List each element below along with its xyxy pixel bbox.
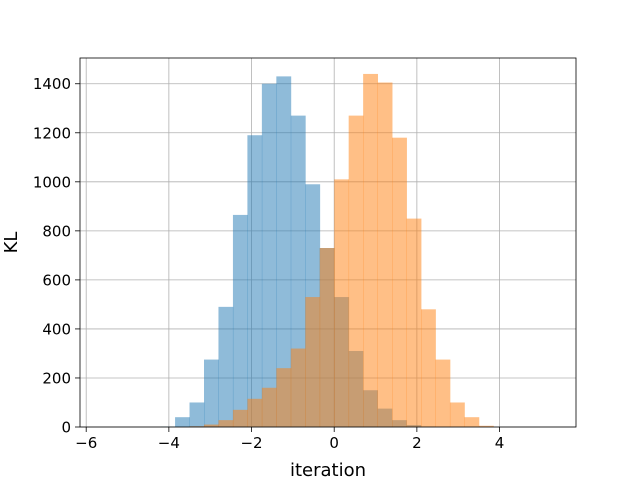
y-tick-label: 1200	[33, 124, 71, 142]
y-tick-label: 800	[42, 222, 71, 240]
y-axis-label: KL	[1, 232, 22, 254]
histogram-bar-series-2	[232, 409, 248, 427]
x-tick-label: 2	[412, 434, 422, 452]
plot-frame	[79, 57, 577, 428]
y-tick-label: 400	[42, 320, 71, 338]
histogram-bar-series-1	[204, 359, 219, 427]
histogram-bar-series-1	[218, 306, 234, 427]
x-tick-label: 4	[495, 434, 505, 452]
histogram-bar-series-2	[218, 420, 234, 427]
histogram-bar-series-2	[406, 218, 422, 427]
histogram-bar-series-1	[276, 76, 292, 427]
y-tick-label: 200	[42, 369, 71, 387]
histogram-bar-series-1	[232, 214, 248, 427]
histogram-bars	[160, 73, 494, 428]
histogram-bar-series-1	[247, 135, 263, 428]
histogram-bar-series-2	[363, 73, 378, 427]
histogram-bar-series-2	[204, 424, 219, 427]
histogram-bar-series-2	[276, 368, 292, 427]
histogram-bar-series-1	[175, 417, 190, 427]
histogram-bar-series-2	[464, 417, 480, 427]
y-tick-label: 1400	[33, 75, 71, 93]
x-tick-label: −4	[158, 434, 180, 452]
x-axis-label: iteration	[290, 460, 366, 480]
y-tick-label: 0	[61, 419, 71, 437]
histogram-bar-series-2	[435, 359, 451, 427]
histogram-bar-series-2	[348, 115, 364, 427]
x-tick-label: −2	[240, 434, 262, 452]
histogram-bar-series-1	[261, 83, 277, 427]
histogram-bar-series-2	[478, 425, 494, 427]
x-tick-label: −6	[75, 434, 97, 452]
histogram-bar-series-2	[305, 297, 321, 427]
histogram-bar-series-2	[449, 402, 465, 427]
axis-ticks: −6 −4 −2 0 2 4 0 200 400 600 800 1000 1200 1400	[33, 75, 504, 452]
histogram-bar-series-2	[377, 82, 393, 427]
y-tick-label: 600	[42, 271, 71, 289]
histogram-bar-series-2	[319, 248, 335, 427]
histogram-bar-series-1	[189, 402, 205, 427]
histogram-bar-series-2	[247, 398, 263, 427]
histogram-bar-series-2	[392, 137, 407, 427]
histogram-bar-series-2	[334, 179, 350, 427]
histogram-bar-series-2	[261, 387, 277, 427]
y-tick-label: 1000	[33, 173, 71, 191]
histogram-bar-series-2	[421, 309, 436, 427]
x-tick-label: 0	[329, 434, 339, 452]
histogram-bar-series-2	[290, 348, 306, 427]
